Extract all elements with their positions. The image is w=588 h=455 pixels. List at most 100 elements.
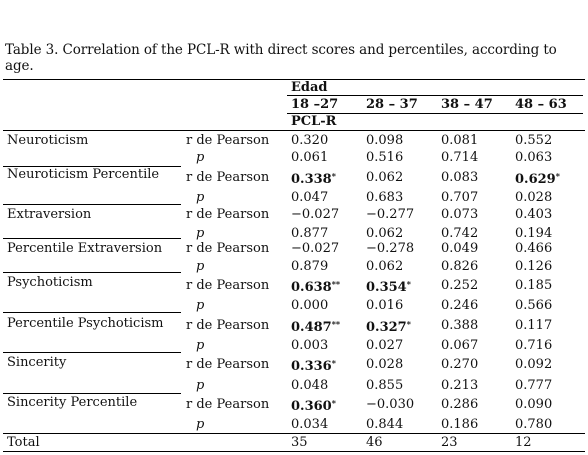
r-value: 0.081	[441, 133, 478, 148]
p-value: 0.742	[441, 226, 479, 241]
r-value-number: 0.360	[291, 399, 332, 414]
total-value: 35	[291, 435, 308, 450]
age-group-rule	[287, 113, 583, 114]
r-value: −0.278	[366, 241, 414, 256]
r-value-number: 0.286	[441, 397, 479, 412]
stat-label-p: p	[196, 378, 205, 393]
r-value: 0.286	[441, 397, 478, 412]
p-value: 0.855	[366, 378, 404, 393]
r-value-number: 0.252	[441, 278, 479, 293]
stat-label-p: p	[196, 259, 205, 274]
p-value: 0.000	[291, 298, 329, 313]
table-caption: Table 3. Correlation of the PCL-R with d…	[5, 42, 557, 74]
variable-label: Psychoticism	[7, 275, 93, 290]
variable-label: Percentile Extraversion	[7, 241, 163, 256]
r-value-number: 0.338	[291, 172, 332, 187]
r-value-number: 0.092	[515, 357, 553, 372]
table-top-rule	[3, 79, 585, 80]
r-value: 0.388	[441, 318, 478, 333]
r-value: 0.083	[441, 170, 478, 185]
r-value: 0.466	[515, 241, 552, 256]
stat-label-p: p	[196, 150, 205, 165]
p-value: 0.826	[441, 259, 479, 274]
p-value: 0.213	[441, 378, 479, 393]
p-value: 0.003	[291, 338, 329, 353]
pcl-r-header: PCL-R	[291, 114, 337, 129]
r-value: 0.092	[515, 357, 552, 372]
r-value-number: −0.027	[291, 207, 340, 222]
stat-label-r: r de Pearson	[186, 357, 270, 372]
p-value: 0.683	[366, 190, 404, 205]
r-value-number: 0.185	[515, 278, 553, 293]
row-separator	[3, 166, 181, 167]
r-value: 0.028	[366, 357, 403, 372]
p-value: 0.716	[515, 338, 553, 353]
r-value-number: 0.073	[441, 207, 479, 222]
r-value: 0.403	[515, 207, 552, 222]
age-group-header: 18 –27	[291, 97, 339, 112]
r-value-number: 0.098	[366, 133, 404, 148]
p-value: 0.027	[366, 338, 404, 353]
total-label: Total	[7, 435, 40, 450]
stat-label-r: r de Pearson	[186, 278, 270, 293]
r-value-number: −0.027	[291, 241, 340, 256]
p-value: 0.877	[291, 226, 329, 241]
stat-label-p: p	[196, 190, 205, 205]
r-value-number: 0.270	[441, 357, 479, 372]
variable-label: Extraversion	[7, 207, 92, 222]
r-value: 0.117	[515, 318, 552, 333]
p-value: 0.780	[515, 417, 553, 432]
r-value: 0.552	[515, 133, 552, 148]
p-value: 0.777	[515, 378, 553, 393]
r-value-number: 0.028	[366, 357, 404, 372]
p-value: 0.126	[515, 259, 553, 274]
r-value: 0.270	[441, 357, 478, 372]
r-value-number: 0.083	[441, 170, 479, 185]
stat-label-r: r de Pearson	[186, 241, 270, 256]
row-separator	[3, 352, 181, 353]
age-group-header: 38 – 47	[441, 97, 493, 112]
r-value: −0.027	[291, 241, 339, 256]
p-value: 0.062	[366, 226, 404, 241]
p-value: 0.034	[291, 417, 329, 432]
p-value: 0.016	[366, 298, 404, 313]
p-value: 0.063	[515, 150, 553, 165]
row-separator	[3, 312, 181, 313]
p-value: 0.844	[366, 417, 404, 432]
r-value-number: 0.327	[366, 320, 407, 335]
stat-label-p: p	[196, 298, 205, 313]
r-value: 0.629*	[515, 171, 560, 187]
stat-label-r: r de Pearson	[186, 318, 270, 333]
total-value: 23	[441, 435, 458, 450]
significance-marker: *	[331, 358, 336, 368]
p-value: 0.067	[441, 338, 479, 353]
r-value: 0.073	[441, 207, 478, 222]
variable-label: Sincerity Percentile	[7, 395, 138, 410]
r-value: 0.354*	[366, 279, 411, 295]
r-value: 0.336*	[291, 358, 336, 374]
r-value: −0.027	[291, 207, 339, 222]
row-separator	[3, 393, 181, 394]
stat-label-r: r de Pearson	[186, 133, 270, 148]
r-value-number: 0.117	[515, 318, 553, 333]
significance-marker: **	[331, 279, 341, 289]
r-value: 0.090	[515, 397, 552, 412]
r-value: 0.487**	[291, 319, 340, 335]
r-value-number: 0.638	[291, 280, 332, 295]
r-value: 0.049	[441, 241, 478, 256]
r-value-number: 0.354	[366, 280, 407, 295]
p-value: 0.061	[291, 150, 329, 165]
r-value-number: 0.552	[515, 133, 553, 148]
r-value-number: 0.388	[441, 318, 479, 333]
r-value: 0.338*	[291, 171, 336, 187]
p-value: 0.028	[515, 190, 553, 205]
variable-label: Percentile Psychoticism	[7, 316, 164, 331]
p-value: 0.566	[515, 298, 553, 313]
stat-label-r: r de Pearson	[186, 170, 270, 185]
p-value: 0.194	[515, 226, 553, 241]
row-separator	[3, 238, 181, 239]
significance-marker: *	[555, 171, 560, 181]
r-value-number: 0.487	[291, 320, 332, 335]
r-value: 0.252	[441, 278, 478, 293]
p-value: 0.707	[441, 190, 479, 205]
